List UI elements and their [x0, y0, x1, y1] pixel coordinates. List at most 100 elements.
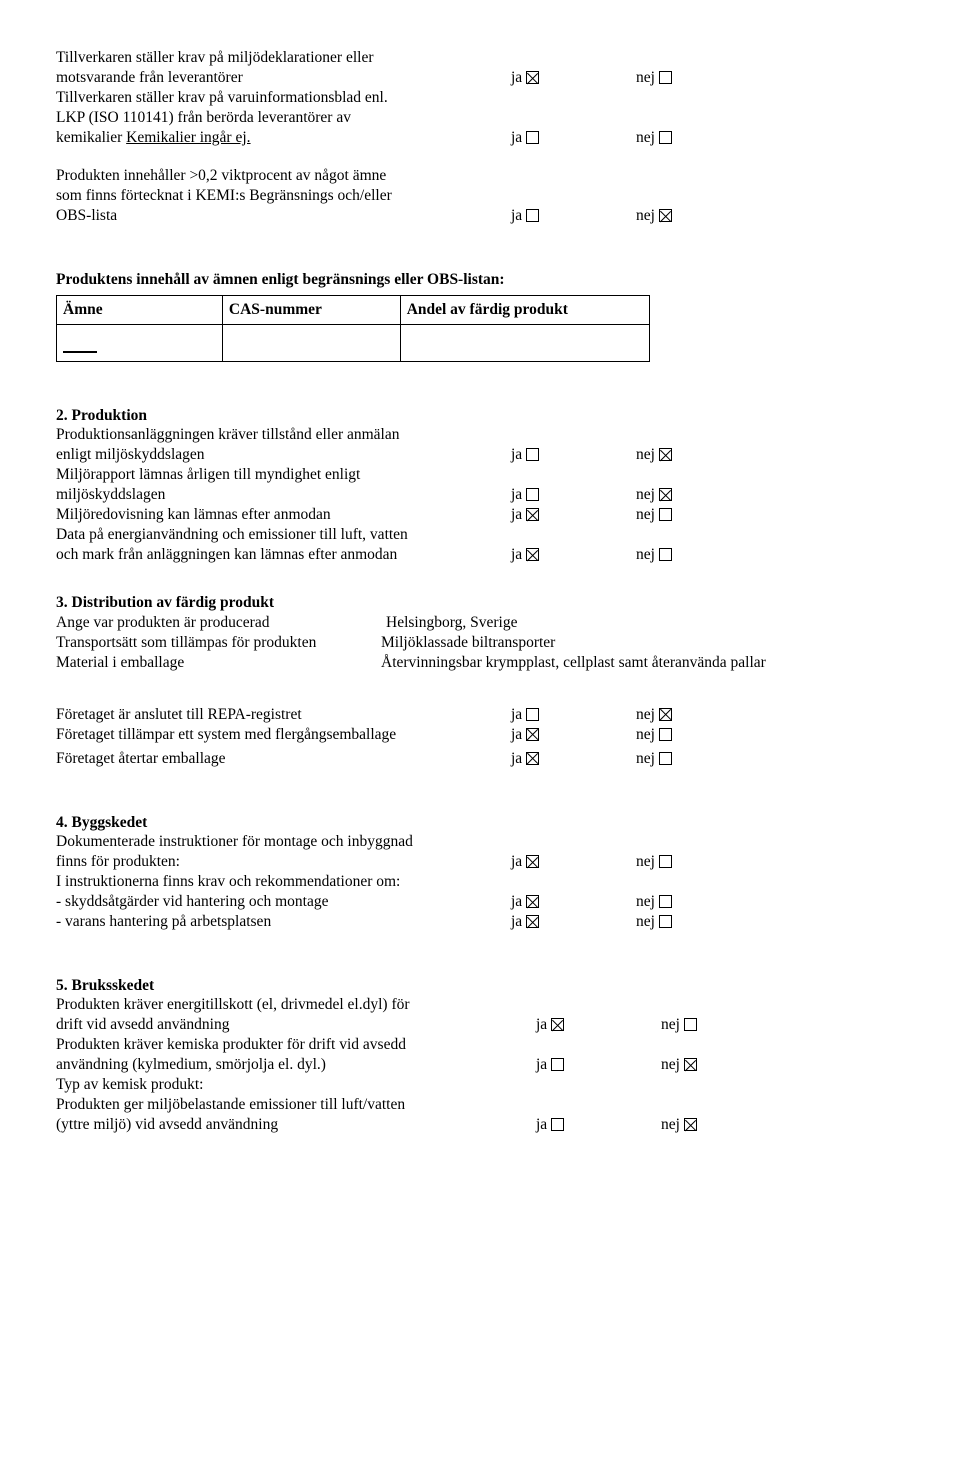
nej-option[interactable]: nej: [636, 705, 672, 724]
section-4: 4. Byggskedet Dokumenterade instruktione…: [56, 813, 904, 932]
q-text: Produktionsanläggningen kräver tillstånd…: [56, 426, 400, 443]
checkbox-icon: [526, 131, 539, 144]
q-text: Data på energianvändning och emissioner …: [56, 526, 408, 543]
checkbox-icon: [526, 448, 539, 461]
q-text: miljöskyddslagen: [56, 486, 165, 503]
nej-option[interactable]: nej: [636, 892, 672, 911]
ja-option[interactable]: ja: [511, 206, 539, 225]
nej-label: nej: [636, 545, 655, 564]
q-text: Tillverkaren ställer krav på varuinforma…: [56, 89, 388, 106]
section-title: 2. Produktion: [56, 406, 904, 425]
nej-option[interactable]: nej: [636, 912, 672, 931]
section-2: 2. Produktion Produktionsanläggningen kr…: [56, 406, 904, 565]
dash-icon: [63, 351, 97, 353]
section-3: 3. Distribution av färdig produkt Ange v…: [56, 593, 904, 768]
ja-option[interactable]: ja: [536, 1015, 564, 1034]
nej-option[interactable]: nej: [661, 1055, 697, 1074]
q-text: LKP (ISO 110141) från berörda leverantör…: [56, 109, 351, 126]
q-text: motsvarande från leverantörer: [56, 69, 243, 86]
q-text: Dokumenterade instruktioner för montage …: [56, 833, 413, 850]
th-andel: Andel av färdig produkt: [400, 296, 649, 324]
th-amne: Ämne: [57, 296, 223, 324]
field-label: Ange var produkten är producerad: [56, 614, 269, 631]
checkbox-icon: [526, 71, 539, 84]
ja-option[interactable]: ja: [511, 505, 539, 524]
ja-label: ja: [511, 725, 522, 744]
table-cell: [57, 324, 223, 361]
nej-option[interactable]: nej: [636, 206, 672, 225]
ja-option[interactable]: ja: [511, 852, 539, 871]
ja-option[interactable]: ja: [511, 892, 539, 911]
ja-option[interactable]: ja: [511, 485, 539, 504]
nej-label: nej: [636, 206, 655, 225]
nej-label: nej: [636, 725, 655, 744]
field-value: Återvinningsbar krympplast, cellplast sa…: [381, 653, 766, 672]
q-text: Typ av kemisk produkt:: [56, 1076, 203, 1093]
ja-label: ja: [511, 68, 522, 87]
nej-label: nej: [661, 1115, 680, 1134]
nej-option[interactable]: nej: [636, 749, 672, 768]
q-text: drift vid avsedd användning: [56, 1016, 229, 1033]
q-text: Företaget återtar emballage: [56, 750, 226, 767]
ja-option[interactable]: ja: [511, 749, 539, 768]
ja-option[interactable]: ja: [511, 68, 539, 87]
nej-label: nej: [636, 445, 655, 464]
nej-option[interactable]: nej: [636, 68, 672, 87]
ja-label: ja: [536, 1115, 547, 1134]
section-title: 5. Bruksskedet: [56, 976, 904, 995]
checkbox-icon: [526, 895, 539, 908]
nej-option[interactable]: nej: [636, 852, 672, 871]
ja-label: ja: [511, 705, 522, 724]
q-text: (yttre miljö) vid avsedd användning: [56, 1116, 278, 1133]
checkbox-icon: [526, 209, 539, 222]
ja-option[interactable]: ja: [511, 912, 539, 931]
checkbox-icon: [659, 752, 672, 765]
q-text: Produkten kräver kemiska produkter för d…: [56, 1036, 406, 1053]
nej-label: nej: [636, 68, 655, 87]
nej-option[interactable]: nej: [661, 1115, 697, 1134]
checkbox-icon: [659, 131, 672, 144]
nej-option[interactable]: nej: [636, 485, 672, 504]
nej-label: nej: [636, 892, 655, 911]
nej-option[interactable]: nej: [636, 128, 672, 147]
nej-option[interactable]: nej: [636, 505, 672, 524]
q-text: Produkten ger miljöbelastande emissioner…: [56, 1096, 405, 1113]
q-text: Produkten kräver energitillskott (el, dr…: [56, 996, 410, 1013]
nej-label: nej: [636, 852, 655, 871]
nej-label: nej: [661, 1015, 680, 1034]
ja-label: ja: [536, 1015, 547, 1034]
ja-option[interactable]: ja: [511, 705, 539, 724]
checkbox-icon: [551, 1058, 564, 1071]
checkbox-icon: [659, 488, 672, 501]
q-text: Företaget är anslutet till REPA-registre…: [56, 706, 302, 723]
checkbox-icon: [684, 1058, 697, 1071]
nej-label: nej: [636, 505, 655, 524]
q-text: enligt miljöskyddslagen: [56, 446, 205, 463]
checkbox-icon: [659, 508, 672, 521]
checkbox-icon: [659, 728, 672, 741]
ja-label: ja: [511, 892, 522, 911]
ja-option[interactable]: ja: [536, 1055, 564, 1074]
nej-option[interactable]: nej: [661, 1015, 697, 1034]
section-title: 3. Distribution av färdig produkt: [56, 593, 904, 612]
nej-option[interactable]: nej: [636, 545, 672, 564]
table-title: Produktens innehåll av ämnen enligt begr…: [56, 270, 904, 289]
checkbox-icon: [526, 508, 539, 521]
table-cell: [400, 324, 649, 361]
nej-option[interactable]: nej: [636, 445, 672, 464]
nej-option[interactable]: nej: [636, 725, 672, 744]
ja-option[interactable]: ja: [511, 445, 539, 464]
checkbox-icon: [659, 855, 672, 868]
ja-label: ja: [536, 1055, 547, 1074]
checkbox-icon: [659, 209, 672, 222]
nej-label: nej: [636, 128, 655, 147]
section-title: 4. Byggskedet: [56, 813, 904, 832]
ja-option[interactable]: ja: [511, 128, 539, 147]
checkbox-icon: [526, 728, 539, 741]
ja-option[interactable]: ja: [536, 1115, 564, 1134]
ja-option[interactable]: ja: [511, 725, 539, 744]
nej-label: nej: [636, 749, 655, 768]
checkbox-icon: [659, 895, 672, 908]
checkbox-icon: [684, 1118, 697, 1131]
ja-option[interactable]: ja: [511, 545, 539, 564]
